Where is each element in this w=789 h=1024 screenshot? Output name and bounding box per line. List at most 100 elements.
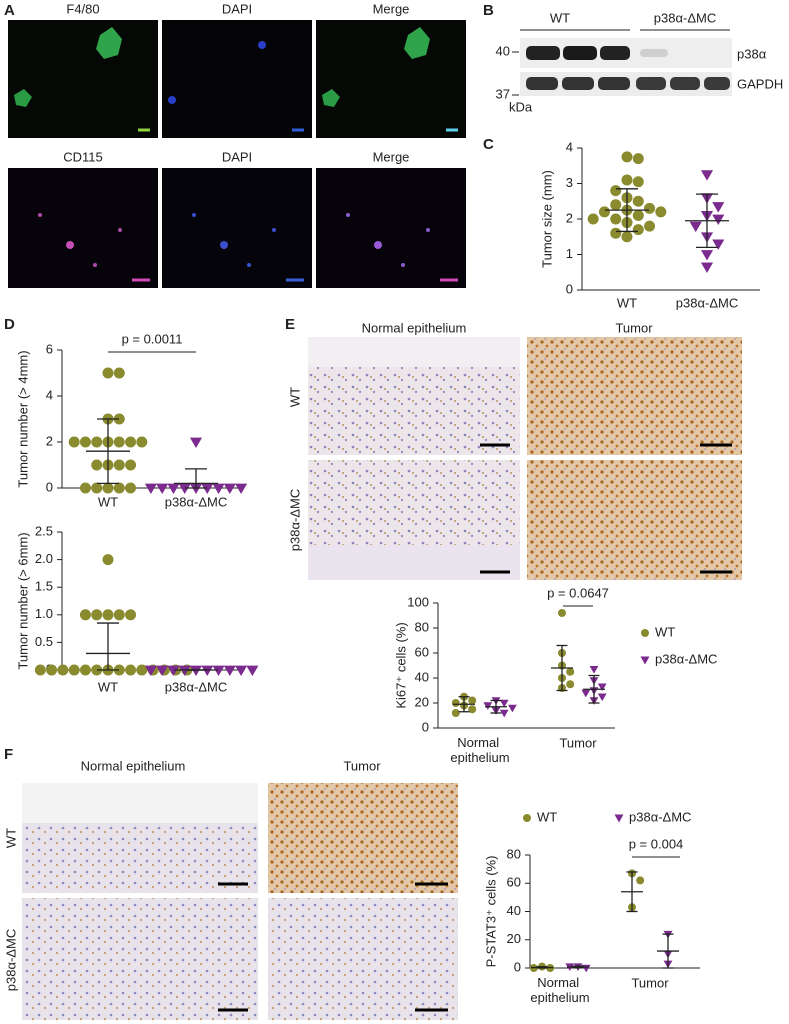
p-value: p = 0.004 (629, 836, 684, 851)
y-tick-label: 80 (415, 619, 429, 634)
data-point (68, 664, 80, 676)
data-point (632, 224, 644, 236)
y-tick-label: 0.5 (35, 634, 53, 649)
y-tick-label: 2 (566, 210, 573, 225)
row-label: p38α-ΔMC (3, 929, 18, 991)
y-tick-label: 100 (407, 594, 429, 609)
data-point (178, 665, 191, 677)
data-point (610, 185, 622, 197)
data-point (499, 709, 509, 718)
legend-marker (614, 814, 624, 823)
data-point (632, 209, 644, 221)
western-blot (512, 38, 732, 96)
data-point (91, 664, 103, 676)
data-point (632, 195, 644, 207)
error-bar (588, 674, 600, 704)
y-axis-label: Tumor number (> 4mm) (15, 350, 30, 487)
data-point (655, 206, 667, 218)
data-point (587, 213, 599, 225)
data-point (712, 239, 725, 250)
error-bar (626, 871, 638, 913)
data-point (79, 436, 91, 448)
y-tick-label: 1 (566, 246, 573, 261)
column-label: Normal epithelium (81, 758, 186, 773)
y-tick-label: 4 (566, 139, 573, 154)
data-point (597, 683, 607, 692)
data-point (621, 174, 633, 186)
data-point (68, 436, 80, 448)
y-tick-label: 2.5 (35, 523, 53, 538)
error-bar (616, 188, 638, 233)
y-tick-label: 80 (507, 846, 521, 861)
mw-unit: kDa (509, 99, 533, 114)
x-tick-label: Tumor (631, 975, 669, 990)
y-axis-label: P-STAT3⁺ cells (%) (483, 856, 498, 968)
data-point (125, 482, 137, 494)
data-point (189, 437, 203, 449)
band-label: p38α (737, 46, 767, 61)
data-point (113, 482, 125, 494)
x-tick-label: Normal epithelium (450, 735, 509, 765)
data-point (566, 667, 575, 676)
data-point (102, 609, 114, 621)
y-tick-label: 0 (566, 281, 573, 296)
error-bar (572, 965, 584, 969)
data-point (167, 483, 180, 495)
legend-label: WT (655, 624, 675, 639)
mw-marker: 40 (496, 43, 510, 58)
column-label: Normal epithelium (362, 320, 467, 335)
legend-label: p38α-ΔMC (629, 809, 691, 824)
data-point (451, 709, 460, 717)
data-point (598, 206, 610, 218)
column-label: Tumor (343, 758, 381, 773)
data-point (57, 664, 69, 676)
data-point (178, 483, 191, 495)
legend-marker (641, 629, 649, 637)
x-tick-label: p38α-ΔMC (676, 295, 738, 310)
data-point (156, 665, 169, 677)
y-axis-label: Tumor size (mm) (539, 170, 554, 268)
panel-label: E (285, 316, 295, 333)
error-bar (458, 696, 470, 713)
row-label: WT (3, 828, 18, 848)
data-point (201, 665, 214, 677)
data-point (113, 664, 125, 676)
y-tick-label: 3 (566, 175, 573, 190)
data-point (566, 680, 575, 689)
x-tick-label: WT (617, 295, 637, 310)
panel-label: A (4, 2, 15, 19)
error-bar (556, 644, 568, 692)
data-point (189, 665, 203, 677)
data-point (125, 459, 137, 471)
x-tick-label: Tumor (559, 735, 597, 750)
error-bar (662, 933, 674, 969)
data-point (700, 170, 714, 181)
data-point (136, 436, 148, 448)
legend-label: WT (537, 809, 557, 824)
y-tick-label: 2.0 (35, 551, 53, 566)
data-point (636, 876, 645, 885)
data-point (113, 436, 125, 448)
data-point (113, 367, 125, 379)
x-tick-label: WT (98, 679, 118, 694)
y-tick-label: 20 (507, 931, 521, 946)
panel-label: F (4, 746, 13, 763)
data-point (91, 609, 103, 621)
group-label: p38α-ΔMC (654, 10, 716, 25)
p-value: p = 0.0011 (122, 331, 183, 346)
y-tick-label: 6 (46, 341, 53, 356)
image-label: DAPI (222, 1, 252, 16)
data-point (113, 459, 125, 471)
band-label: GAPDH (737, 76, 783, 91)
y-tick-label: 1.5 (35, 579, 53, 594)
error-bar (536, 966, 548, 969)
mw-marker: 37 (496, 86, 510, 101)
y-tick-label: 0 (514, 959, 521, 974)
micrograph-row (8, 168, 466, 288)
x-tick-label: Normal epithelium (530, 975, 589, 1005)
image-label: DAPI (222, 149, 252, 164)
data-point (468, 696, 477, 705)
data-point (246, 665, 259, 677)
data-point (499, 699, 509, 708)
